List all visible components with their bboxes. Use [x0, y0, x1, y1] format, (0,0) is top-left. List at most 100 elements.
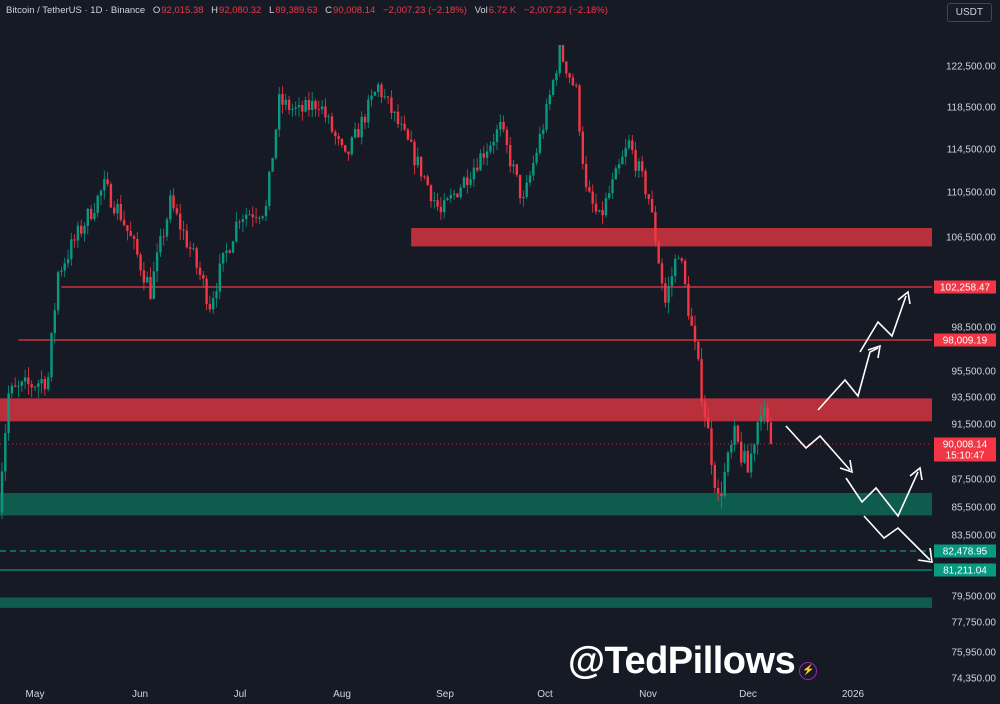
candle	[584, 156, 588, 192]
candle-body	[545, 104, 548, 130]
candle	[459, 184, 462, 200]
candle-body	[594, 203, 598, 212]
bullish-arrow-path-upper	[859, 295, 907, 353]
price-tick-label: 110,500.00	[947, 188, 997, 199]
candle	[730, 439, 733, 459]
candle	[426, 174, 429, 186]
candle-body	[152, 271, 155, 299]
candle	[14, 377, 17, 388]
countdown-label: 15:10:47	[946, 450, 985, 461]
candle	[594, 193, 598, 215]
levels-layer	[0, 286, 932, 571]
candle-body	[347, 151, 350, 155]
candle-body	[617, 164, 621, 169]
candle-body	[53, 310, 56, 334]
candle	[674, 254, 677, 283]
time-axis[interactable]: May Jun Jul Aug Sep Oct Nov Dec 2026	[26, 689, 865, 700]
candle	[660, 258, 664, 291]
candle	[558, 45, 561, 77]
candle	[337, 132, 340, 146]
candle-body	[202, 274, 205, 279]
candle-body	[367, 99, 370, 123]
candle-body	[571, 77, 575, 86]
price-axis[interactable]: 122,500.00 118,500.00 114,500.00 110,500.00…	[946, 62, 996, 685]
candle-body	[314, 100, 317, 110]
candle-body	[584, 163, 588, 188]
candle	[7, 385, 10, 441]
candle	[670, 267, 674, 297]
candle	[456, 192, 459, 198]
candle	[360, 111, 363, 145]
candle-body	[10, 385, 14, 394]
candle	[713, 461, 716, 494]
candle-body	[466, 177, 469, 185]
open-label: O	[152, 5, 161, 16]
candle-body	[122, 219, 126, 226]
candle-body	[251, 214, 254, 218]
candle	[188, 241, 192, 258]
candle-body	[614, 168, 617, 180]
price-tag-bg	[934, 280, 996, 294]
candle-body	[363, 116, 367, 123]
price-tag-bg	[934, 437, 996, 462]
time-tick-label: Dec	[739, 689, 757, 700]
symbol-title[interactable]: Bitcoin / TetherUS · 1D · Binance	[6, 5, 146, 16]
candle	[433, 191, 436, 209]
candle	[499, 114, 502, 137]
candle-body	[667, 285, 670, 303]
candle-body	[218, 263, 221, 292]
candle-body	[443, 200, 446, 213]
candle	[743, 444, 746, 465]
candle-body	[693, 325, 697, 342]
candle	[126, 225, 129, 241]
candle	[736, 424, 740, 444]
candle	[588, 180, 591, 193]
candle	[515, 163, 518, 178]
candle-body	[502, 121, 505, 130]
candle-body	[304, 99, 307, 112]
candle-body	[410, 139, 413, 142]
candle	[235, 212, 238, 244]
candle-body	[624, 148, 627, 157]
candle-body	[452, 193, 456, 195]
candle-body	[198, 267, 202, 275]
candle-body	[56, 272, 60, 311]
candle	[136, 232, 139, 258]
candle-body	[83, 225, 86, 234]
candle	[287, 95, 291, 115]
candle	[30, 380, 33, 398]
candle	[132, 234, 136, 250]
candle-body	[710, 428, 713, 465]
candle-body	[357, 128, 360, 138]
candle	[205, 275, 208, 311]
close-label: C	[325, 5, 333, 16]
arrow-head	[839, 459, 854, 474]
candle	[380, 82, 383, 103]
candle-body	[241, 218, 245, 222]
candle	[657, 239, 660, 265]
candle-body	[254, 217, 258, 219]
currency-selector[interactable]: USDT	[946, 3, 992, 22]
support-zone	[0, 597, 932, 608]
candle	[37, 379, 40, 399]
candle	[350, 135, 353, 157]
candle-body	[320, 106, 324, 110]
price-tick-label: 91,500.00	[952, 420, 997, 431]
candle	[637, 158, 641, 178]
candle-body	[73, 239, 76, 241]
candle-body	[588, 187, 591, 192]
candle	[162, 228, 165, 246]
candle-body	[664, 283, 667, 303]
candle	[396, 104, 400, 129]
candle-body	[522, 196, 525, 199]
candle-body	[525, 182, 528, 197]
candle	[324, 98, 327, 123]
candle-body	[261, 216, 264, 218]
candle-body	[753, 444, 756, 454]
candle-body	[149, 276, 152, 299]
candle	[591, 184, 594, 213]
candle	[225, 242, 228, 263]
candle	[116, 199, 119, 221]
candle-body	[317, 109, 320, 110]
